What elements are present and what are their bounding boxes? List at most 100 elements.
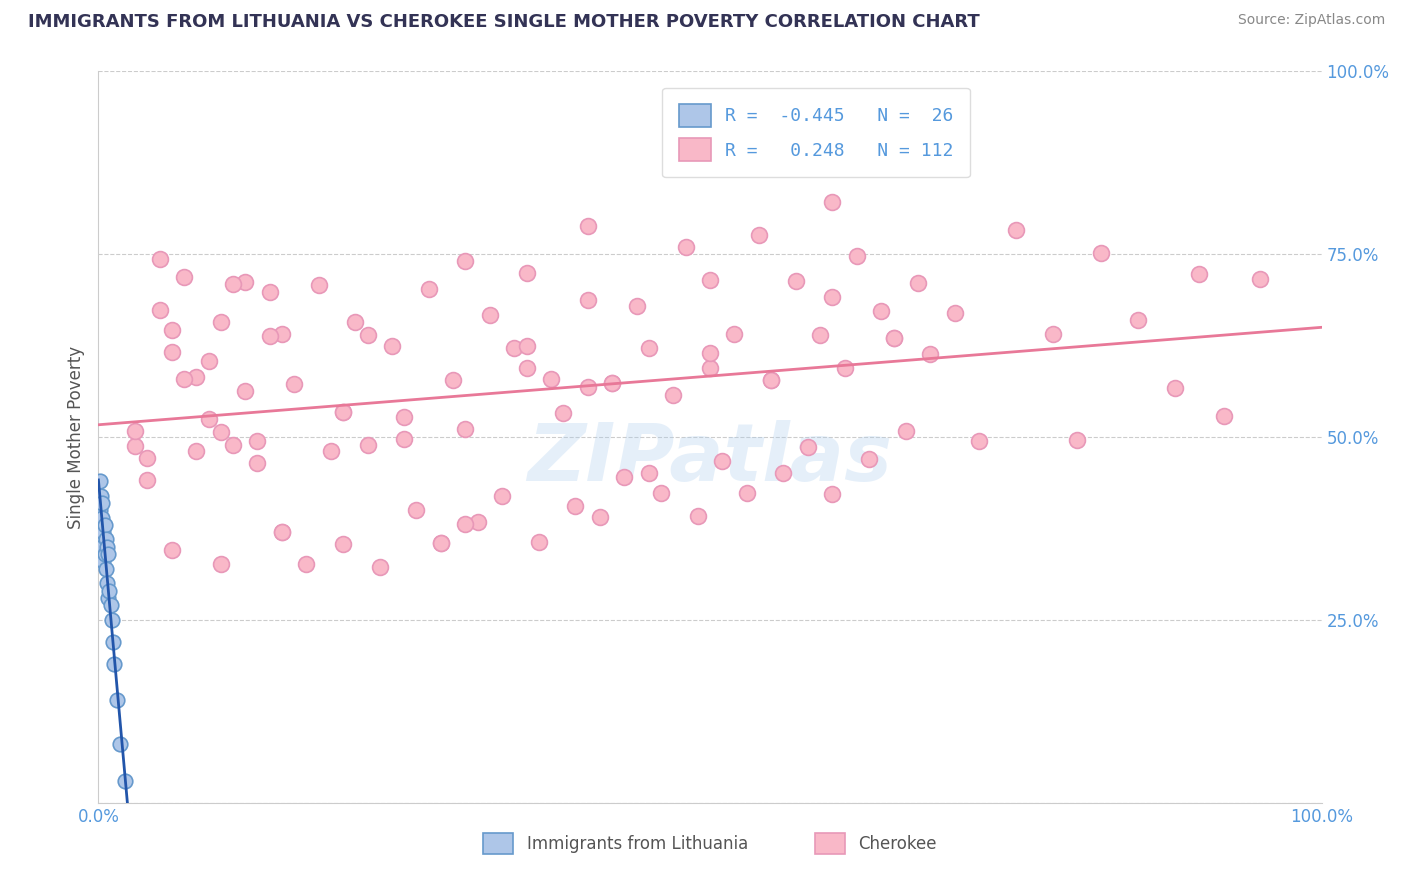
Point xyxy=(1066,433,1088,447)
Point xyxy=(392,409,416,424)
Point xyxy=(894,424,917,438)
Point xyxy=(93,547,115,561)
Point xyxy=(1090,246,1112,260)
Point xyxy=(883,331,905,345)
Point xyxy=(576,219,599,234)
Point xyxy=(441,373,464,387)
Point xyxy=(454,517,477,532)
Point xyxy=(259,329,281,343)
Point xyxy=(246,434,269,448)
Point xyxy=(173,372,195,386)
Point xyxy=(1004,223,1026,237)
Point xyxy=(797,440,820,454)
Point xyxy=(1164,381,1187,395)
Point xyxy=(699,360,721,375)
Point xyxy=(319,443,342,458)
Point xyxy=(735,486,758,500)
Point xyxy=(100,599,122,613)
Point xyxy=(308,277,330,292)
Text: ZIPatlas: ZIPatlas xyxy=(527,420,893,498)
Point xyxy=(907,276,929,290)
Point xyxy=(772,466,794,480)
Point xyxy=(98,583,121,598)
Point xyxy=(467,515,489,529)
Point xyxy=(626,299,648,313)
Point xyxy=(91,525,114,540)
Point xyxy=(209,315,232,329)
Point xyxy=(1249,271,1271,285)
Point xyxy=(222,277,245,291)
Point xyxy=(405,503,427,517)
Point xyxy=(564,500,586,514)
Point xyxy=(283,376,305,391)
Point xyxy=(197,353,219,368)
Point xyxy=(332,537,354,551)
Point xyxy=(430,535,453,549)
Point xyxy=(883,331,905,345)
Point xyxy=(101,635,124,649)
Point xyxy=(91,540,114,554)
Point xyxy=(124,424,146,438)
Point xyxy=(637,466,661,480)
Point xyxy=(553,406,575,420)
Point xyxy=(160,323,183,337)
Point xyxy=(259,285,281,300)
Point xyxy=(149,303,172,318)
Point xyxy=(503,341,526,355)
Point xyxy=(209,557,232,571)
Point xyxy=(675,240,697,254)
Point xyxy=(808,328,831,343)
Point xyxy=(356,438,378,452)
Point xyxy=(699,273,721,287)
Point xyxy=(454,253,477,268)
Point xyxy=(89,503,111,517)
Point xyxy=(90,517,112,532)
Point xyxy=(845,249,868,263)
Point xyxy=(356,328,378,343)
Point xyxy=(870,303,893,318)
Point xyxy=(246,456,269,470)
Point xyxy=(430,535,453,549)
Point xyxy=(821,194,844,209)
Point xyxy=(136,451,159,466)
Point xyxy=(332,405,354,419)
Point xyxy=(90,533,112,547)
Point xyxy=(650,485,672,500)
Y-axis label: Single Mother Poverty: Single Mother Poverty xyxy=(66,345,84,529)
Point xyxy=(233,384,256,399)
Point xyxy=(943,306,966,320)
Point xyxy=(222,437,245,451)
Point xyxy=(576,380,599,394)
Point xyxy=(723,327,745,342)
Point xyxy=(93,517,115,532)
Point xyxy=(368,560,391,574)
Point xyxy=(381,339,404,353)
Point xyxy=(711,453,734,467)
Point xyxy=(197,412,219,426)
Point xyxy=(1212,409,1234,424)
Point xyxy=(600,376,623,391)
Point xyxy=(94,533,117,547)
Point xyxy=(613,469,636,483)
Point xyxy=(637,341,661,355)
Point xyxy=(270,524,294,539)
Point xyxy=(515,266,537,280)
Point xyxy=(920,347,942,361)
Point xyxy=(834,360,856,375)
Point xyxy=(515,361,537,376)
Point xyxy=(97,547,120,561)
Point xyxy=(821,487,844,501)
Point xyxy=(160,542,183,557)
Point xyxy=(270,327,294,342)
Point xyxy=(540,371,562,385)
Point xyxy=(589,510,612,524)
Point xyxy=(173,270,195,285)
Point xyxy=(89,474,111,488)
Point xyxy=(105,693,128,707)
Point xyxy=(662,388,685,402)
Point xyxy=(110,737,132,751)
Point xyxy=(1042,327,1064,342)
Point xyxy=(491,489,513,503)
Point xyxy=(576,293,599,307)
Point xyxy=(114,773,136,788)
